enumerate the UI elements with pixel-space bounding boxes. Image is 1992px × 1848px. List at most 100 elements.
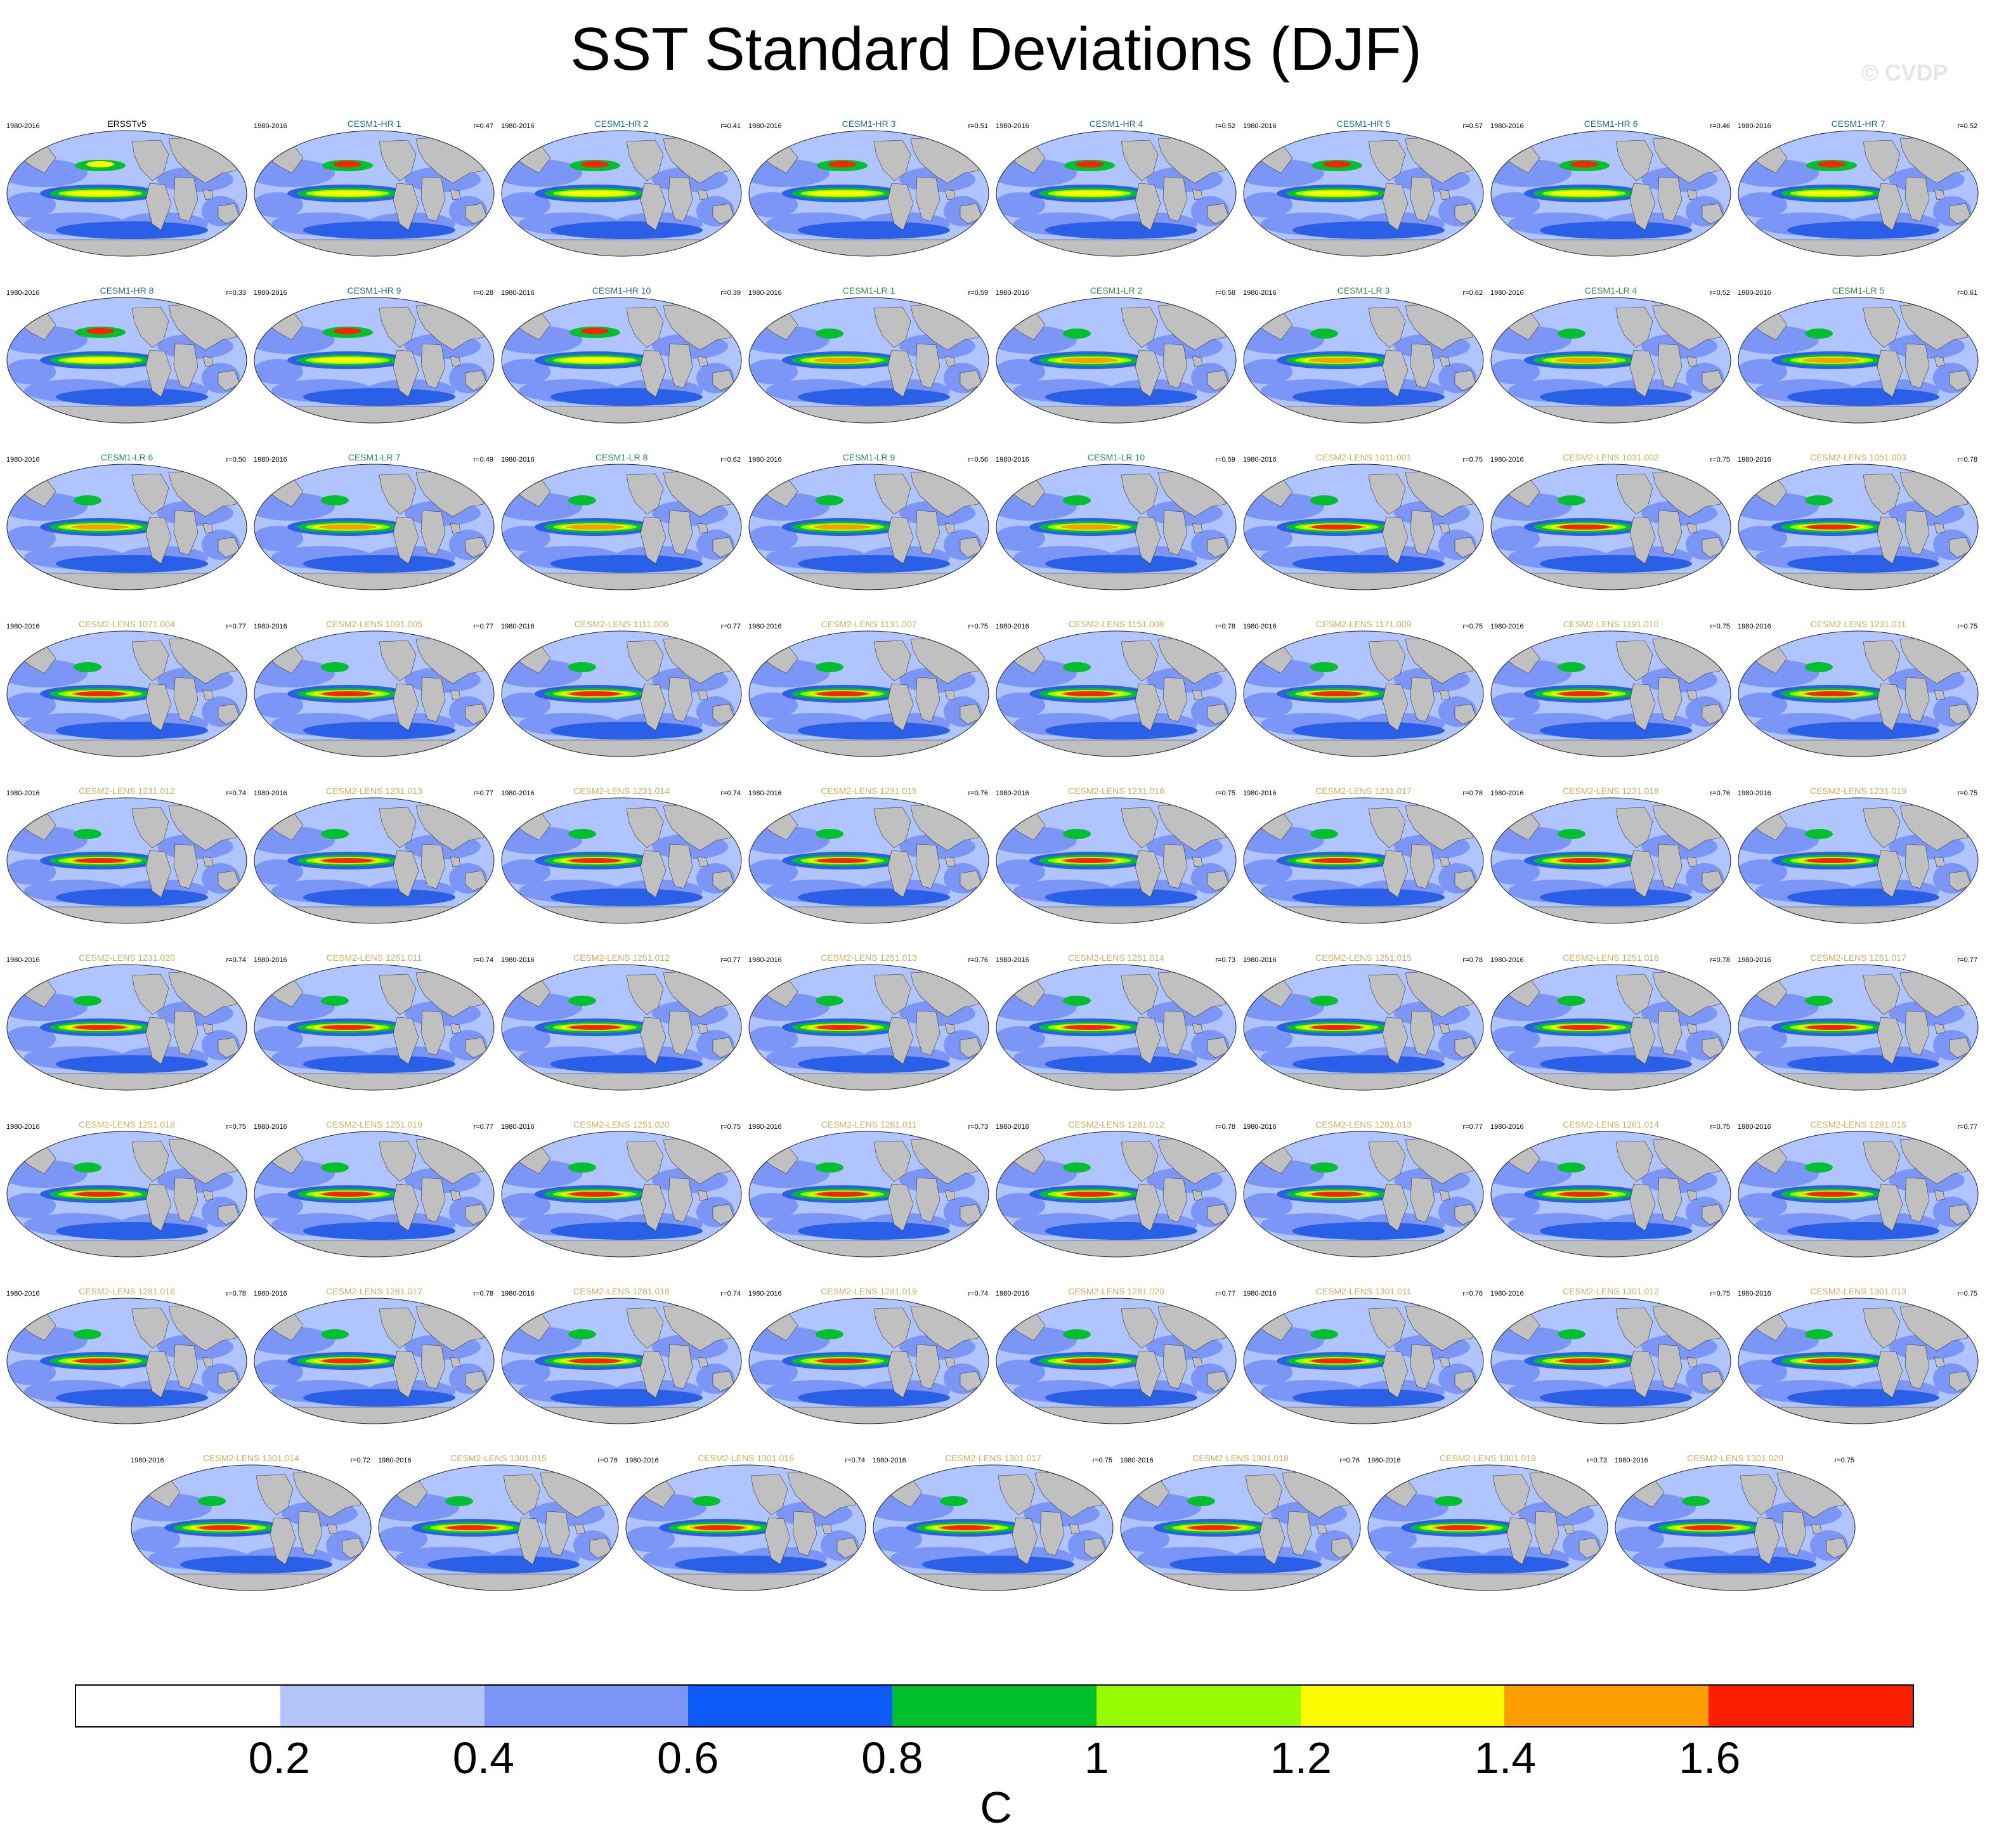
- world-map: [254, 130, 495, 257]
- world-map: [1738, 797, 1979, 924]
- panel-period: 1980-2016: [748, 289, 782, 297]
- panel-period: 1980-2016: [1490, 1290, 1524, 1298]
- world-map: [748, 964, 989, 1091]
- map-panel: 1980-2016 CESM2-LENS 1301.020 r=0.75: [1613, 1449, 1857, 1614]
- world-map: [996, 1298, 1237, 1424]
- panel-period: 1980-2016: [501, 623, 535, 630]
- panel-title: CESM2-LENS 1251.014: [1068, 953, 1164, 963]
- colorbar-tick-label: 1.4: [1474, 1733, 1537, 1783]
- map-panel: 1980-2016 CESM2-LENS 1231.012 r=0.74: [5, 782, 249, 947]
- map-panel: 1980-2016 CESM1-HR 4 r=0.52: [994, 115, 1238, 280]
- panel-correlation: r=0.75: [1092, 1457, 1113, 1464]
- panel-title: CESM2-LENS 1251.018: [79, 1119, 175, 1129]
- panel-period: 1980-2016: [996, 289, 1029, 297]
- colorbar-segment: [76, 1686, 280, 1726]
- panel-period: 1980-2016: [1367, 1457, 1401, 1464]
- panel-title: CESM2-LENS 1251.012: [573, 953, 670, 963]
- panel-title: CESM2-LENS 1231.016: [1068, 786, 1164, 796]
- panel-period: 1980-2016: [748, 1123, 782, 1131]
- panel-period: 1980-2016: [6, 1123, 40, 1131]
- panel-period: 1980-2016: [501, 289, 535, 297]
- map-panel: 1980-2016 ERSSTv5: [5, 115, 249, 280]
- world-map: [1738, 1131, 1979, 1258]
- panel-period: 1980-2016: [1615, 1457, 1648, 1464]
- panel-correlation: r=0.59: [968, 289, 989, 297]
- world-map: [254, 297, 495, 424]
- world-map: [748, 797, 989, 924]
- panel-title: CESM2-LENS 1111.006: [574, 619, 669, 629]
- colorbar-tick-label: 0.2: [248, 1733, 310, 1783]
- map-panel: 1980-2016 CESM2-LENS 1251.019 r=0.77: [252, 1116, 496, 1280]
- world-map: [131, 1464, 372, 1591]
- panel-title: CESM1-HR 5: [1336, 119, 1391, 129]
- map-panel: 1980-2016 CESM2-LENS 1281.012 r=0.78: [994, 1116, 1238, 1280]
- panel-title: CESM2-LENS 1301.013: [1810, 1286, 1906, 1296]
- panel-correlation: r=0.51: [968, 122, 989, 130]
- colorbar-segment: [688, 1686, 893, 1726]
- panel-title: CESM2-LENS 1281.020: [1068, 1286, 1164, 1296]
- panel-title: CESM2-LENS 1131.007: [821, 619, 917, 629]
- map-panel: 1980-2016 CESM1-LR 4 r=0.52: [1489, 282, 1733, 446]
- colorbar-units: C: [980, 1783, 1012, 1832]
- map-panel: 1980-2016 CESM2-LENS 1301.017 r=0.75: [871, 1449, 1115, 1614]
- panel-period: 1980-2016: [996, 1290, 1029, 1298]
- map-panel: 1980-2016 CESM2-LENS 1281.017 r=0.78: [252, 1282, 496, 1447]
- panel-period: 1980-2016: [1738, 456, 1771, 464]
- panel-title: CESM1-HR 6: [1584, 119, 1638, 129]
- panel-correlation: r=0.73: [1215, 956, 1236, 964]
- world-map: [1490, 964, 1731, 1091]
- map-panel: 1980-2016 CESM2-LENS 1251.011 r=0.74: [252, 949, 496, 1114]
- panel-correlation: r=0.46: [1710, 122, 1731, 130]
- map-panel: 1980-2016 CESM2-LENS 1251.015 r=0.78: [1242, 949, 1485, 1114]
- map-panel: 1980-2016 CESM2-LENS 1231.011 r=0.75: [1736, 615, 1980, 780]
- panel-period: 1980-2016: [254, 289, 287, 297]
- panel-period: 1980-2016: [6, 456, 40, 464]
- map-panel: 1980-2016 CESM2-LENS 1231.014 r=0.74: [500, 782, 743, 947]
- panel-correlation: r=0.62: [720, 456, 741, 464]
- panel-correlation: r=0.58: [1215, 289, 1236, 297]
- colorbar-labels: 0.2 0.4 0.6 0.8 1 1.2 1.4 1.6: [75, 1733, 1914, 1783]
- panel-period: 1980-2016: [254, 122, 287, 130]
- panel-correlation: r=0.76: [968, 790, 989, 797]
- map-panel: 1980-2016 CESM2-LENS 1301.015 r=0.76: [377, 1449, 620, 1614]
- panel-title: CESM2-LENS 1051.003: [1810, 452, 1906, 462]
- map-panel: 1980-2016 CESM2-LENS 1011.001 r=0.75: [1242, 448, 1485, 613]
- panel-correlation: r=0.41: [720, 122, 741, 130]
- panel-title: CESM2-LENS 1031.002: [1563, 452, 1659, 462]
- map-panel: 1980-2016 CESM2-LENS 1301.019 r=0.73: [1366, 1449, 1610, 1614]
- panel-period: 1980-2016: [1738, 790, 1771, 797]
- panel-title: CESM2-LENS 1301.012: [1563, 1286, 1659, 1296]
- panel-period: 1980-2016: [1738, 289, 1771, 297]
- map-panel: 1980-2016 CESM1-HR 10 r=0.39: [500, 282, 743, 446]
- panel-title: CESM2-LENS 1301.014: [203, 1453, 299, 1463]
- panel-title: CESM1-LR 3: [1337, 285, 1390, 296]
- world-map: [501, 1298, 742, 1424]
- map-panel: 1980-2016 CESM2-LENS 1131.007 r=0.75: [747, 615, 991, 780]
- panel-period: 1980-2016: [1738, 956, 1771, 964]
- panel-title: CESM1-HR 3: [842, 119, 896, 129]
- panel-title: CESM2-LENS 1251.013: [821, 953, 917, 963]
- panel-title: CESM1-LR 1: [842, 285, 895, 296]
- panel-grid: 1980-2016 ERSSTv5 1980-2016 CESM1-HR 1 r=0.4…: [5, 115, 1980, 1614]
- map-panel: 1980-2016 CESM2-LENS 1191.010 r=0.75: [1489, 615, 1733, 780]
- panel-correlation: r=0.75: [1957, 1290, 1978, 1298]
- panel-period: 1980-2016: [6, 289, 40, 297]
- map-panel: 1980-2016 CESM2-LENS 1301.011 r=0.76: [1242, 1282, 1485, 1447]
- world-map: [1490, 630, 1731, 757]
- world-map: [501, 964, 742, 1091]
- panel-correlation: r=0.39: [720, 289, 741, 297]
- panel-period: 1980-2016: [1243, 122, 1277, 130]
- panel-correlation: r=0.74: [473, 956, 494, 964]
- panel-correlation: r=0.73: [1587, 1457, 1608, 1464]
- map-panel: 1980-2016 CESM2-LENS 1151.008 r=0.78: [994, 615, 1238, 780]
- map-panel: 1980-2016 CESM2-LENS 1091.005 r=0.77: [252, 615, 496, 780]
- panel-period: 1980-2016: [1738, 122, 1771, 130]
- panel-title: CESM1-LR 7: [348, 452, 401, 462]
- world-map: [1738, 464, 1979, 590]
- panel-title: CESM1-HR 9: [347, 285, 401, 296]
- panel-correlation: r=0.52: [1957, 122, 1978, 130]
- world-map: [6, 1131, 247, 1258]
- panel-period: 1980-2016: [1738, 623, 1771, 630]
- panel-correlation: r=0.77: [1957, 956, 1978, 964]
- panel-period: 1980-2016: [1738, 1123, 1771, 1131]
